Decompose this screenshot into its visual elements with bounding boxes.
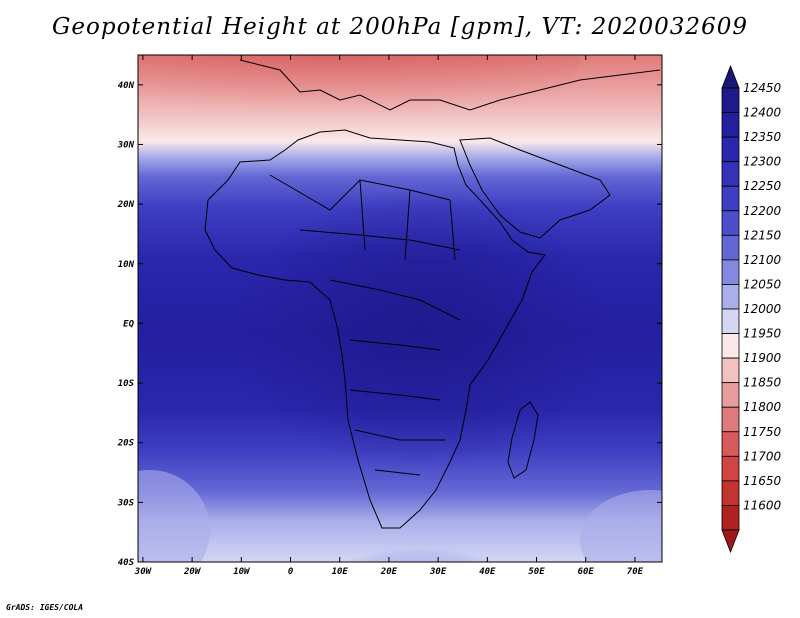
colorbar-label: 11700 — [743, 449, 782, 463]
lat-label: 30N — [117, 140, 135, 150]
colorbar-swatch — [721, 480, 740, 506]
lat-label: 10N — [118, 260, 135, 270]
colorbar-swatch — [721, 185, 740, 212]
colorbar-swatch — [721, 284, 740, 310]
colorbar-swatch — [721, 333, 740, 359]
coastlines — [204, 59, 661, 529]
colorbar-swatch — [721, 406, 740, 433]
lon-label: 20E — [380, 567, 398, 577]
colorbar-label: 11800 — [743, 400, 782, 414]
longitude-axis: 30W 20W 10W 0 10E 20E 30E 40E 50E 60E 70E — [134, 55, 644, 577]
lat-label: 40S — [118, 558, 135, 568]
colorbar-label: 11950 — [743, 327, 782, 341]
colorbar-swatch — [721, 87, 740, 113]
colorbar-swatch — [721, 161, 740, 187]
colorbar-swatch — [721, 455, 740, 482]
colorbar-label: 12000 — [743, 302, 782, 316]
lat-label: 40N — [118, 81, 135, 91]
colorbar-swatch — [721, 308, 740, 334]
country-borders — [269, 174, 461, 476]
colorbar-swatch — [721, 259, 740, 285]
colorbar-label: 12400 — [743, 106, 782, 120]
colorbar: 12450 12400 12350 12300 12250 12200 12150 12100… — [721, 64, 782, 554]
colorbar-label: 11650 — [743, 474, 782, 488]
colorbar-swatch — [721, 210, 740, 236]
map-title: Geopotential Height at 200hPa [gpm], VT:… — [52, 14, 748, 40]
lat-label: 30S — [117, 498, 135, 508]
north-trough — [138, 55, 580, 130]
plot-frame — [137, 54, 663, 563]
colorbar-swatch — [721, 431, 740, 457]
colorbar-swatch — [721, 136, 740, 163]
colorbar-swatch — [721, 382, 740, 408]
lon-label: 20W — [183, 567, 202, 577]
colorbar-swatch — [721, 234, 740, 261]
colorbar-label: 12450 — [743, 81, 782, 95]
colorbar-label: 11850 — [743, 376, 782, 390]
colorbar-label: 12300 — [743, 155, 782, 169]
colorbar-label: 12200 — [743, 204, 782, 218]
lon-label: 30W — [134, 567, 153, 577]
arabia-outline — [459, 137, 611, 239]
tropical-high — [230, 190, 610, 470]
lon-label: 70E — [627, 567, 644, 577]
grads-credit: GrADS: IGES/COLA — [6, 603, 84, 612]
lon-label: 30E — [429, 567, 447, 577]
lon-label: 10W — [233, 567, 251, 577]
colorbar-label: 12250 — [743, 179, 782, 193]
lat-label: 20N — [117, 200, 135, 210]
latitude-axis: 40N 30N 20N 10N EQ 10S 20S 30S 40S — [117, 81, 662, 568]
colorbar-label: 11600 — [743, 498, 782, 512]
madagascar-outline — [507, 401, 539, 479]
colorbar-swatch — [721, 357, 740, 384]
colorbar-label: 12050 — [743, 277, 782, 291]
lat-label: 10S — [118, 379, 135, 389]
colorbar-top-arrow — [721, 64, 740, 89]
southeast-ridge-edge — [580, 490, 662, 562]
colorbar-swatch — [721, 505, 740, 531]
europe-coast — [239, 59, 661, 111]
lon-label: 0 — [288, 567, 294, 577]
lat-label: 20S — [117, 439, 135, 449]
colorbar-label: 12150 — [743, 228, 782, 242]
colorbar-label: 12100 — [743, 253, 782, 267]
lon-label: 40E — [479, 567, 496, 577]
lon-label: 50E — [528, 567, 545, 577]
colorbar-swatch — [721, 112, 740, 138]
africa-outline — [204, 129, 546, 529]
colorbar-label: 11900 — [743, 351, 782, 365]
height-field — [138, 55, 662, 562]
lat-label: EQ — [123, 319, 134, 329]
southwest-ridge-edge — [138, 470, 210, 562]
colorbar-label: 12350 — [743, 130, 782, 144]
colorbar-label: 11750 — [743, 425, 782, 439]
colorbar-bottom-arrow — [721, 529, 740, 554]
lon-label: 60E — [578, 567, 595, 577]
south-trough — [310, 500, 530, 562]
lon-label: 10E — [332, 567, 349, 577]
